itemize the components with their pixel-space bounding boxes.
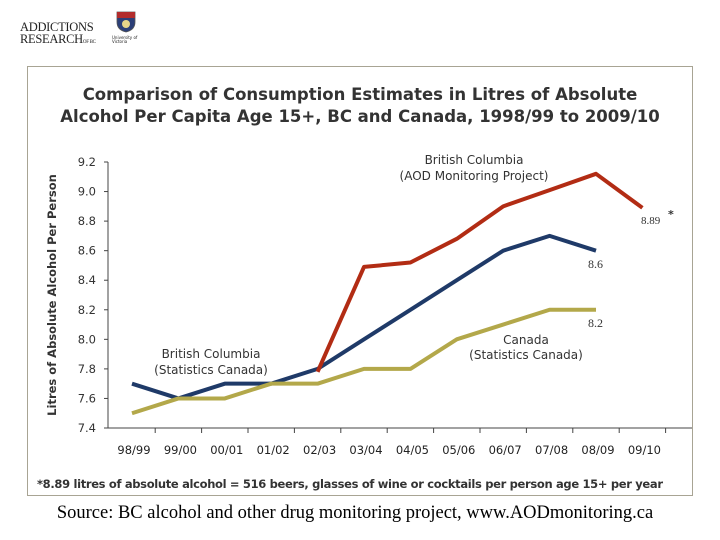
chart-title: Comparison of Consumption Estimates in L… — [27, 84, 693, 128]
y-tick-label: 8.4 — [78, 273, 96, 287]
y-tick-label: 8.0 — [78, 332, 96, 346]
logo-line2: RESEARCH — [20, 32, 83, 46]
x-tick-label: 99/00 — [164, 443, 197, 457]
y-tick-label: 7.8 — [78, 362, 96, 376]
end-label-bc-aod: 8.89 — [641, 215, 661, 227]
y-tick-label: 7.4 — [78, 421, 96, 435]
series-label-bc-stats-1: British Columbia — [162, 347, 261, 361]
y-tick-label: 8.8 — [78, 214, 96, 228]
end-label-asterisk: * — [668, 208, 674, 221]
series-line-0 — [315, 171, 644, 373]
university-name: University of Victoria — [112, 35, 138, 44]
y-tick-label: 8.6 — [78, 244, 96, 258]
x-tick-label: 05/06 — [442, 443, 475, 457]
x-tick-label: 04/05 — [396, 443, 429, 457]
logo-line1: ADDICTIONS — [20, 20, 94, 34]
chart-title-line1: Comparison of Consumption Estimates in L… — [82, 85, 638, 104]
x-tick-label: 06/07 — [489, 443, 522, 457]
series-label-bc-stats-2: (Statistics Canada) — [154, 363, 268, 377]
end-label-canada: 8.2 — [588, 316, 603, 330]
chart-frame — [27, 66, 693, 496]
series-label-bc-aod-2: (AOD Monitoring Project) — [400, 169, 549, 183]
university-crest-icon — [116, 11, 136, 33]
y-tick-label: 7.6 — [78, 391, 96, 405]
logo-suffix: OF BC — [82, 40, 96, 45]
end-label-bc-stats: 8.6 — [588, 257, 603, 271]
x-tick-label: 07/08 — [535, 443, 568, 457]
x-tick-label: 02/03 — [303, 443, 336, 457]
x-tick-label: 03/04 — [349, 443, 382, 457]
series-label-bc-aod-1: British Columbia — [425, 153, 524, 167]
y-tick-label: 9.0 — [78, 185, 96, 199]
series-label-canada-1: Canada — [503, 333, 549, 347]
y-axis-label: Litres of Absolute Alcohol Per Person — [45, 174, 59, 416]
y-tick-label: 8.2 — [78, 303, 96, 317]
x-tick-label: 98/99 — [117, 443, 150, 457]
source-note: Source: BC alcohol and other drug monito… — [56, 503, 654, 523]
series-label-canada-2: (Statistics Canada) — [469, 348, 583, 362]
x-tick-label: 00/01 — [210, 443, 243, 457]
x-tick-label: 01/02 — [257, 443, 290, 457]
logo-text: ADDICTIONS RESEARCHOF BC — [20, 21, 96, 49]
x-tick-label: 08/09 — [581, 443, 614, 457]
series-lines — [131, 171, 644, 416]
addictions-research-logo: ADDICTIONS RESEARCHOF BC University of V… — [20, 11, 140, 49]
axes: 7.4 7.6 7.8 8.0 8.2 8.4 8.6 8.8 9.0 9.2 98/99 99/00… — [78, 155, 692, 457]
chart-title-line2: Alcohol Per Capita Age 15+, BC and Canad… — [60, 107, 660, 126]
footnote: *8.89 litres of absolute alcohol = 516 b… — [37, 477, 663, 491]
y-tick-label: 9.2 — [78, 155, 96, 169]
x-tick-label: 09/10 — [628, 443, 661, 457]
